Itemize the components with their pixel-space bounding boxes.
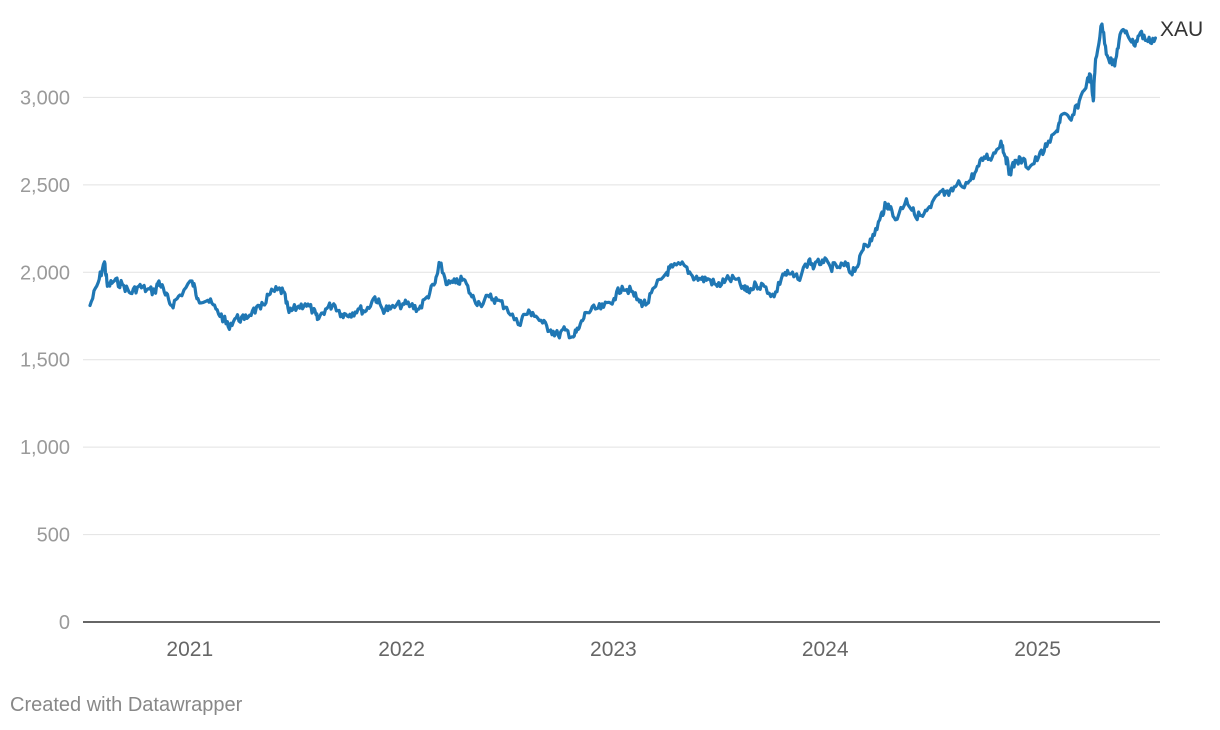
y-tick-label: 500: [37, 525, 70, 547]
y-tick-label: 1,500: [20, 350, 70, 372]
x-tick-label: 2023: [590, 638, 637, 661]
series-line-xau: [88, 22, 1157, 340]
y-axis-ticks: 0 500 1,000 1,500 2,000 2,500 3,000: [20, 87, 70, 634]
credit-text: Created with Datawrapper: [10, 694, 243, 716]
y-tick-label: 3,000: [20, 87, 70, 109]
y-tick-label: 2,500: [20, 175, 70, 197]
x-tick-label: 2021: [166, 638, 213, 661]
series-label-xau: XAU: [1160, 18, 1203, 41]
y-tick-label: 2,000: [20, 262, 70, 284]
x-tick-label: 2022: [378, 638, 425, 661]
x-tick-label: 2024: [802, 638, 849, 661]
y-tick-label: 0: [59, 612, 70, 634]
gridlines: [83, 96, 1160, 623]
x-axis-ticks: 2021 2022 2023 2024 2025: [166, 638, 1061, 661]
y-tick-label: 1,000: [20, 437, 70, 459]
x-tick-label: 2025: [1014, 638, 1061, 661]
